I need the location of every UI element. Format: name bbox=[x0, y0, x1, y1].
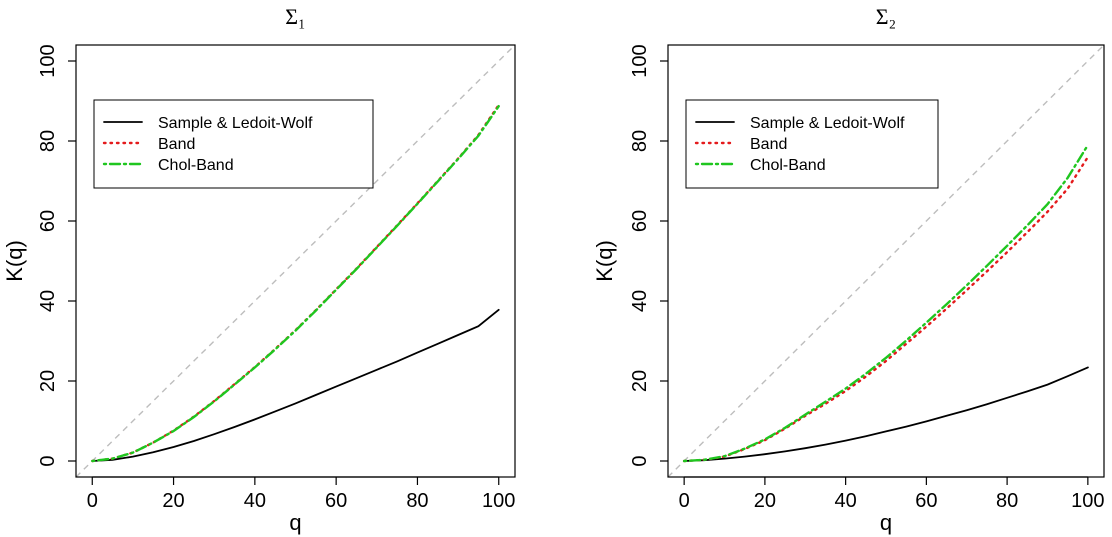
y-tick-label: 60 bbox=[629, 210, 651, 232]
y-tick-label: 20 bbox=[37, 370, 59, 392]
legend-label-1: Sample & Ledoit-Wolf bbox=[158, 115, 313, 132]
x-tick-label: 60 bbox=[915, 490, 937, 512]
y-tick-label: 40 bbox=[629, 290, 651, 312]
y-axis-label: K(q) bbox=[2, 240, 27, 282]
legend-label-3: Chol-Band bbox=[158, 157, 234, 174]
y-tick-label: 40 bbox=[37, 290, 59, 312]
series-line-3 bbox=[91, 104, 500, 463]
y-tick-label: 100 bbox=[629, 44, 651, 77]
y-tick-label: 60 bbox=[37, 210, 59, 232]
series-line-2 bbox=[682, 155, 1090, 463]
legend-label-2: Band bbox=[750, 136, 787, 153]
series-line-1 bbox=[683, 366, 1089, 462]
x-tick-label: 100 bbox=[482, 490, 515, 512]
reference-line bbox=[76, 45, 515, 477]
legend-label-2: Band bbox=[158, 136, 195, 153]
series-line-1 bbox=[91, 308, 500, 462]
y-tick-label: 80 bbox=[629, 130, 651, 152]
legend: Sample & Ledoit-Wolf Band Chol-Band bbox=[93, 99, 374, 189]
chart-title: Σ₁ bbox=[285, 4, 305, 29]
y-tick-label: 100 bbox=[37, 44, 59, 77]
x-tick-label: 80 bbox=[406, 490, 428, 512]
x-tick-label: 0 bbox=[679, 490, 690, 512]
x-tick-label: 80 bbox=[996, 490, 1018, 512]
legend: Sample & Ledoit-Wolf Band Chol-Band bbox=[685, 99, 939, 189]
y-tick-label: 80 bbox=[37, 130, 59, 152]
x-tick-label: 20 bbox=[754, 490, 776, 512]
y-tick-label: 0 bbox=[629, 455, 651, 466]
chart-title: Σ₂ bbox=[876, 4, 896, 29]
chart-panel-2: Σ₂ 0 20 40 60 80 100 q 0 20 40 60 80 100 K(q) Sample & … bbox=[592, 4, 1105, 535]
legend-label-1: Sample & Ledoit-Wolf bbox=[750, 115, 905, 132]
y-axis-label: K(q) bbox=[592, 240, 617, 282]
x-tick-label: 60 bbox=[325, 490, 347, 512]
reference-line bbox=[668, 45, 1104, 477]
x-tick-label: 20 bbox=[162, 490, 184, 512]
y-tick-label: 20 bbox=[629, 370, 651, 392]
x-tick-label: 100 bbox=[1071, 490, 1104, 512]
x-axis-label: q bbox=[289, 510, 301, 535]
x-tick-label: 40 bbox=[244, 490, 266, 512]
x-tick-label: 40 bbox=[835, 490, 857, 512]
chart-panel-1: Σ₁ 0 20 40 60 80 100 q 0 20 40 60 80 100 K(q) Sample & … bbox=[2, 4, 516, 535]
x-tick-label: 0 bbox=[87, 490, 98, 512]
y-tick-label: 0 bbox=[37, 455, 59, 466]
x-axis-label: q bbox=[880, 510, 892, 535]
legend-box bbox=[93, 99, 374, 189]
series-line-3 bbox=[682, 143, 1090, 463]
legend-label-3: Chol-Band bbox=[750, 157, 826, 174]
